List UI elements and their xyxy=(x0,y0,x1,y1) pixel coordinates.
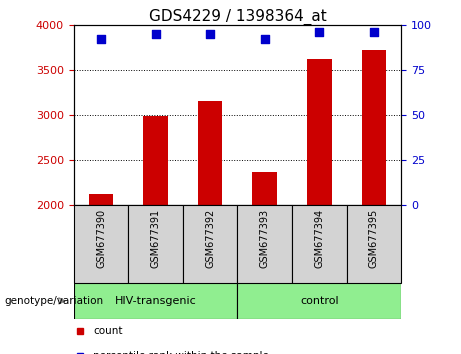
Bar xyxy=(128,205,183,283)
Bar xyxy=(307,59,331,205)
Bar xyxy=(74,205,128,283)
Text: percentile rank within the sample: percentile rank within the sample xyxy=(94,351,269,354)
Bar xyxy=(198,101,222,205)
Text: GSM677390: GSM677390 xyxy=(96,209,106,268)
Text: GSM677392: GSM677392 xyxy=(205,209,215,268)
Bar xyxy=(237,205,292,283)
Title: GDS4229 / 1398364_at: GDS4229 / 1398364_at xyxy=(148,8,326,25)
Bar xyxy=(347,205,401,283)
Point xyxy=(152,31,159,37)
Text: GSM677395: GSM677395 xyxy=(369,209,379,268)
Text: GSM677393: GSM677393 xyxy=(260,209,270,268)
Text: GSM677394: GSM677394 xyxy=(314,209,324,268)
Point xyxy=(261,36,268,42)
Text: GSM677391: GSM677391 xyxy=(151,209,160,268)
Point xyxy=(97,36,105,42)
Bar xyxy=(143,116,168,205)
Bar xyxy=(237,283,401,319)
Bar xyxy=(253,172,277,205)
Text: HIV-transgenic: HIV-transgenic xyxy=(115,296,196,306)
Bar xyxy=(361,50,386,205)
Bar xyxy=(89,194,113,205)
Point xyxy=(207,31,214,37)
Bar xyxy=(74,283,237,319)
Point xyxy=(370,29,378,35)
Bar xyxy=(183,205,237,283)
Point xyxy=(315,29,323,35)
Text: count: count xyxy=(94,326,123,336)
Text: control: control xyxy=(300,296,338,306)
Text: genotype/variation: genotype/variation xyxy=(5,296,104,306)
Bar xyxy=(292,205,347,283)
